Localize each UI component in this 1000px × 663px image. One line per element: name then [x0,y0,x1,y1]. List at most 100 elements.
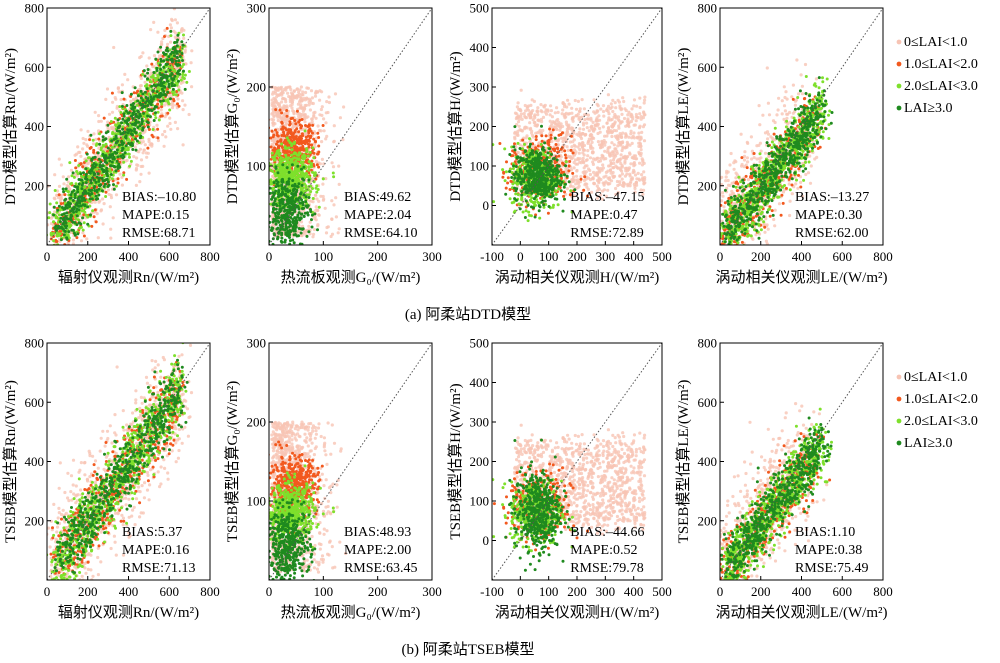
scatter-point [274,222,278,226]
scatter-point [324,177,328,181]
scatter-point [284,124,288,128]
scatter-point [265,207,268,210]
scatter-point [304,178,308,182]
scatter-point [312,156,316,160]
scatter-point [118,129,122,133]
scatter-point [124,134,128,138]
scatter-point [299,212,303,216]
scatter-point [336,231,340,235]
scatter-point [313,94,318,98]
scatter-point [173,74,177,78]
scatter-point [316,188,320,191]
scatter-point [81,175,85,179]
scatter-point [319,129,323,133]
scatter-point [67,236,71,240]
scatter-point [49,328,52,331]
scatter-point [94,180,98,184]
scatter-point [59,249,62,252]
scatter-point [108,169,112,172]
scatter-point [53,189,57,192]
scatter-point [296,164,300,168]
scatter-point [65,249,68,252]
scatter-point [277,128,281,132]
scatter-point [168,121,172,126]
scatter-point [111,131,115,134]
scatter-point [317,144,321,148]
scatter-point [62,190,66,194]
scatter-point [122,173,126,177]
scatter-point [297,120,301,124]
scatter-point [83,210,87,214]
scatter-point [276,146,280,150]
scatter-point [101,164,105,168]
scatter-point [310,165,314,169]
scatter-point [178,55,182,58]
scatter-point [84,172,88,176]
scatter-point [272,206,276,210]
scatter-point [98,199,102,203]
scatter-point [316,124,320,128]
scatter-point [181,73,185,77]
scatter-point [280,183,284,187]
scatter-point [88,138,92,142]
scatter-point [181,108,185,112]
scatter-point [299,126,303,130]
scatter-point [92,132,96,136]
scatter-point [95,167,99,171]
scatter-point [97,179,101,183]
scatter-point [143,80,147,84]
scatter-point [170,84,174,88]
scatter-point [290,100,294,104]
scatter-point [71,199,75,202]
scatter-point [128,155,131,159]
scatter-point [304,200,308,204]
scatter-point [138,136,142,140]
scatter-point [67,248,70,251]
scatter-point [131,117,135,120]
scatter-point [319,194,323,198]
scatter-point [302,117,306,121]
scatter-point [276,140,280,144]
scatter-point [120,175,124,179]
scatter-point [111,100,115,104]
scatter-point [124,144,128,148]
scatter-point [79,172,83,176]
scatter-point [317,199,321,203]
scatter-point [307,165,311,169]
scatter-point [60,197,64,201]
scatter-point [320,90,324,94]
scatter-point [101,197,105,201]
scatter-point [74,210,78,213]
scatter-point [100,189,104,193]
scatter-point [86,222,90,226]
scatter-point [291,226,295,230]
scatter-point [76,190,80,194]
scatter-point [173,18,177,22]
scatter-point [129,92,133,96]
scatter-point [270,139,274,143]
scatter-point [154,76,157,80]
scatter-point [146,114,150,118]
scatter-point [122,112,126,116]
scatter-point [299,103,303,107]
scatter-point [297,153,301,157]
scatter-point [294,166,298,170]
scatter-point [129,95,133,98]
scatter-point [82,171,85,175]
scatter-point [52,232,56,235]
scatter-point [75,236,79,240]
scatter-point [141,140,145,144]
scatter-point [95,212,99,216]
scatter-point [320,105,324,109]
scatter-point [166,98,170,102]
scatter-point [71,238,75,242]
scatter-point [139,84,143,88]
scatter-point [121,142,125,146]
scatter-point [177,79,180,83]
scatter-point [182,33,185,37]
scatter-point [118,105,122,109]
scatter-point [283,139,287,142]
scatter-point [281,146,284,149]
scatter-point [270,142,274,147]
scatter-point [324,111,328,115]
